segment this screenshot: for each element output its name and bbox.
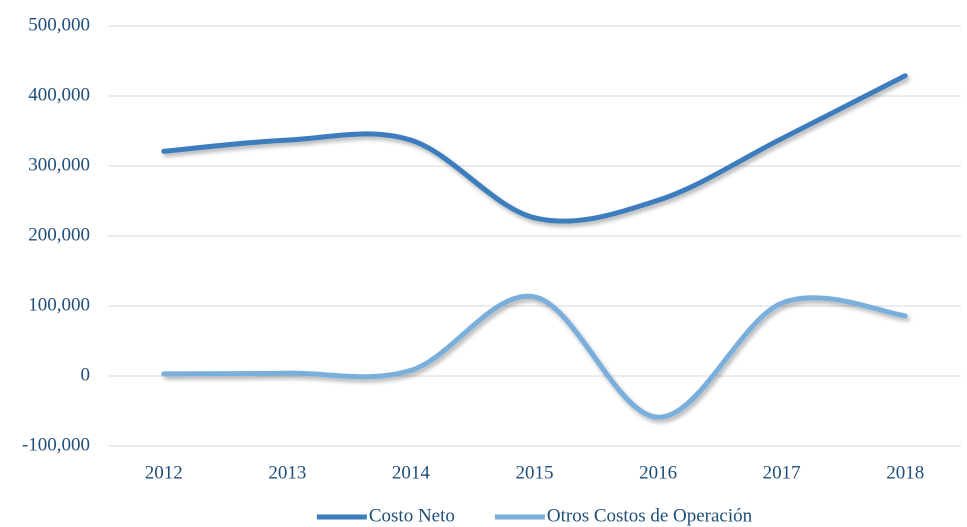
y-tick-label: 400,000 <box>28 84 90 105</box>
x-tick-label: 2013 <box>268 462 306 483</box>
y-tick-label: 500,000 <box>28 14 90 35</box>
y-tick-label: 0 <box>81 364 91 385</box>
y-tick-label: 200,000 <box>28 224 90 245</box>
x-tick-label: 2018 <box>886 462 924 483</box>
series-line <box>161 73 908 224</box>
y-tick-label: 300,000 <box>28 154 90 175</box>
legend-label: Otros Costos de Operación <box>547 505 753 526</box>
y-tick-label: -100,000 <box>22 434 90 455</box>
series-line <box>161 293 908 420</box>
x-tick-label: 2016 <box>639 462 677 483</box>
x-tick-label: 2017 <box>763 462 801 483</box>
legend-label: Costo Neto <box>369 505 455 526</box>
y-tick-label: 100,000 <box>28 294 90 315</box>
x-tick-label: 2014 <box>392 462 431 483</box>
x-tick-label: 2015 <box>516 462 554 483</box>
x-tick-label: 2012 <box>145 462 183 483</box>
